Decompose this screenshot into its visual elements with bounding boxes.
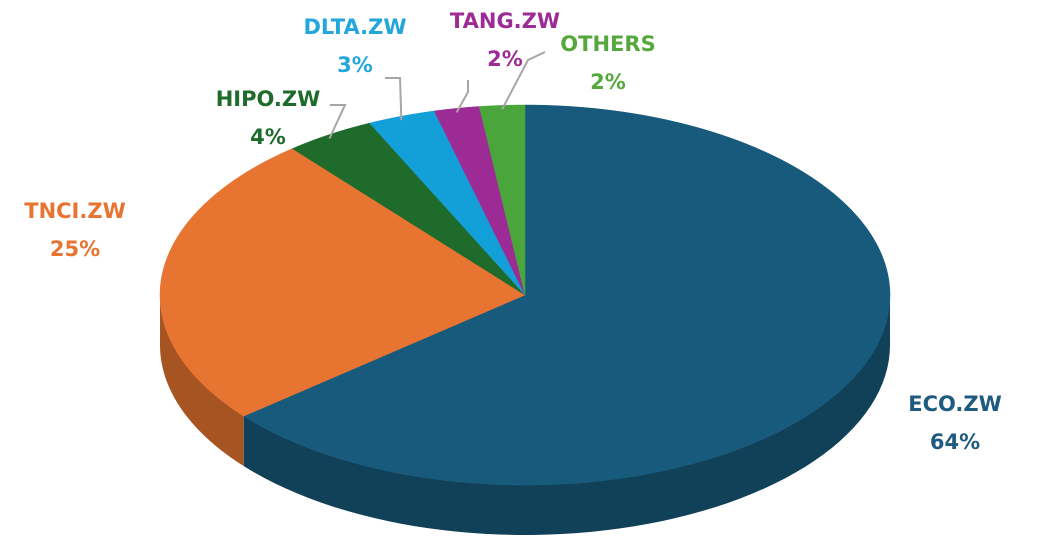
slice-label: TANG.ZW [450,9,560,33]
slice-label: TNCI.ZW [24,199,126,223]
leader-line [328,104,347,139]
slice-value-label: 3% [337,53,373,77]
slice [433,106,526,296]
slice-side [243,295,890,535]
leader-line [501,51,546,110]
slice-value-label: 64% [930,430,980,454]
slice-value-label: 4% [250,125,286,149]
slice-label: ECO.ZW [908,392,1002,416]
slice-value-label: 2% [590,70,626,94]
slice [159,148,526,417]
leader-line [385,77,403,121]
slice-label: HIPO.ZW [216,87,321,111]
slice-label: DLTA.ZW [303,15,406,39]
slice-side [160,295,244,467]
slice [291,122,526,296]
slice-value-label: 2% [487,47,523,71]
slice-value-label: 25% [50,237,100,261]
slice-label: OTHERS [560,32,655,56]
leader-line [455,80,469,113]
slice [243,104,891,486]
slice [478,104,526,296]
